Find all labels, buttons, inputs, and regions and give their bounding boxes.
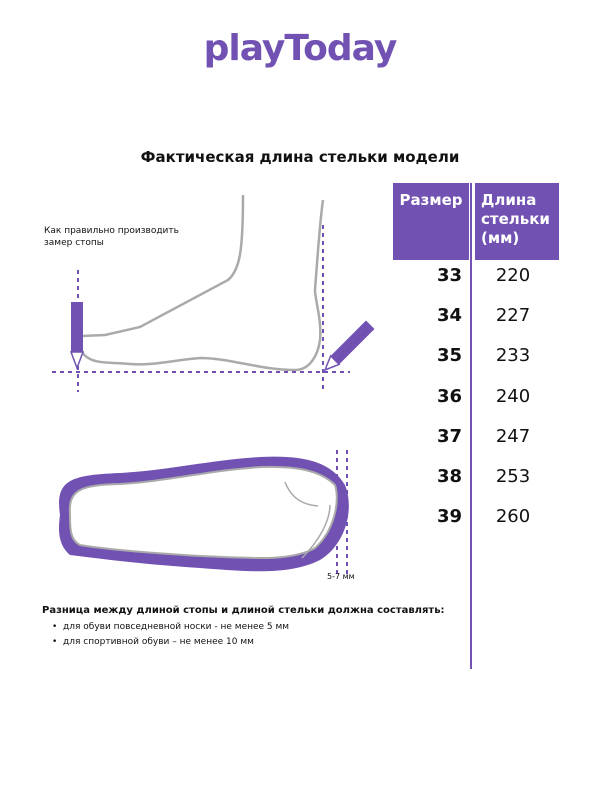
size-cell: 34: [436, 305, 462, 326]
rule-item-text: для обуви повседневной носки - не менее …: [63, 622, 290, 632]
foot-footprint: [68, 465, 338, 560]
header-size: Размер: [393, 183, 469, 260]
size-cell: 39: [436, 506, 462, 527]
length-cell: 227: [495, 305, 531, 326]
pencil-icon: [69, 302, 85, 371]
gap-label: 5-7 мм: [327, 572, 355, 581]
rule-item: • для спортивной обуви – не менее 10 мм: [52, 637, 254, 647]
rule-item-text: для спортивной обуви – не менее 10 мм: [63, 637, 254, 647]
rule-title: Разница между длиной стопы и длиной стел…: [42, 605, 445, 616]
size-cell: 38: [436, 466, 462, 487]
pencil-icon: [323, 320, 375, 372]
rule-item: • для обуви повседневной носки - не мене…: [52, 622, 290, 632]
length-cell: 260: [495, 506, 531, 527]
header-length: Длина стельки (мм): [475, 183, 559, 260]
size-cell: 33: [436, 265, 462, 286]
length-cell: 247: [495, 426, 531, 447]
page-title: Фактическая длина стельки модели: [140, 148, 460, 166]
length-cell: 233: [495, 345, 531, 366]
size-cell: 36: [436, 386, 462, 407]
foot-side-outline: [80, 194, 325, 372]
brand-logo: playToday: [203, 28, 398, 69]
measure-instruction: Как правильно производить замер стопы: [44, 226, 179, 248]
length-cell: 240: [495, 386, 531, 407]
size-cell: 37: [436, 426, 462, 447]
length-cell: 253: [495, 466, 531, 487]
length-cell: 220: [495, 265, 531, 286]
size-cell: 35: [436, 345, 462, 366]
table-divider: [470, 183, 472, 669]
